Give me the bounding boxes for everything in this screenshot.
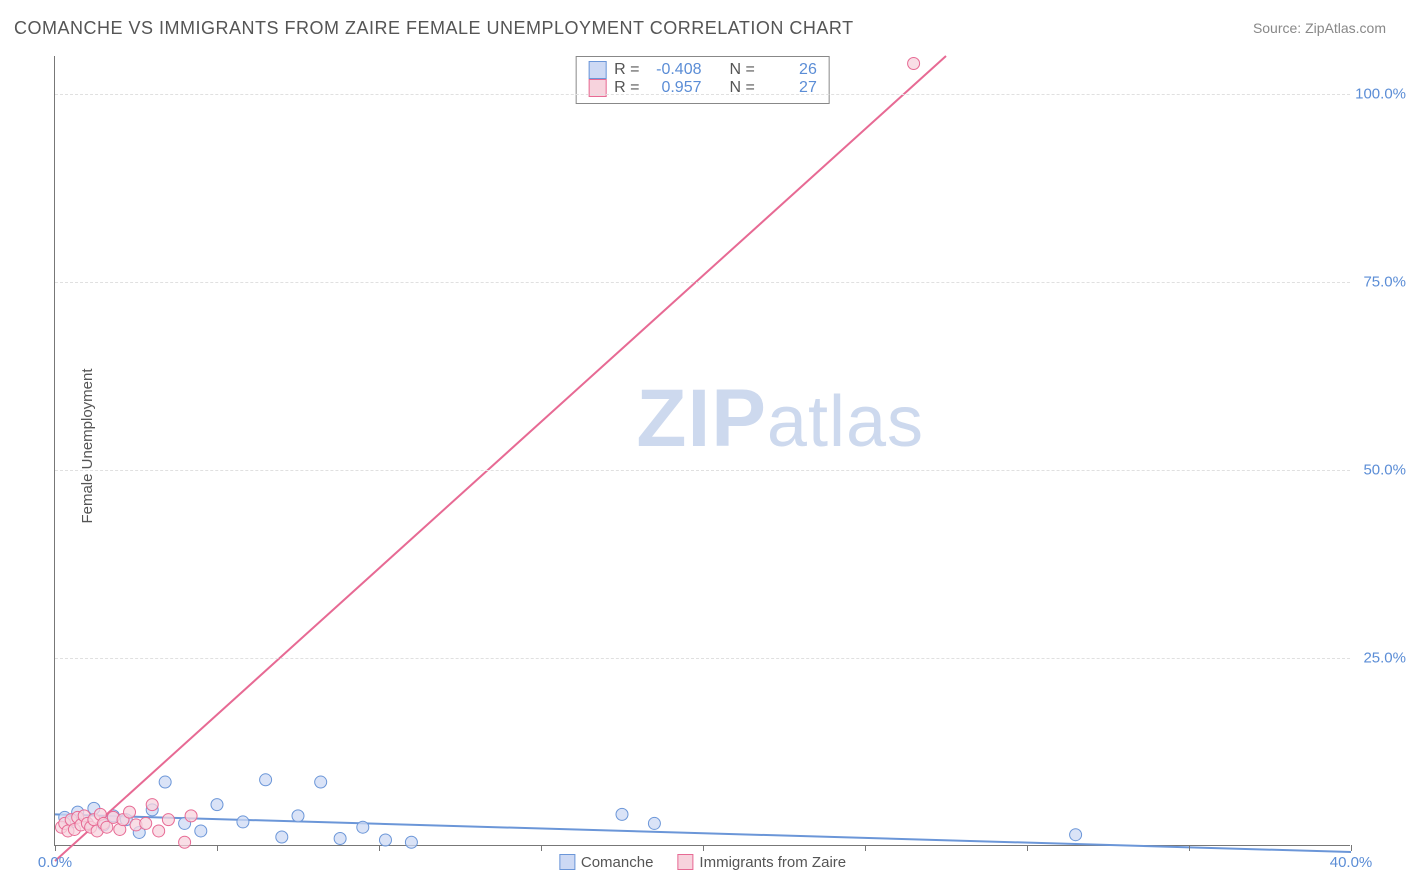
data-point	[195, 825, 207, 837]
source-attribution: Source: ZipAtlas.com	[1253, 20, 1386, 36]
chart-title: COMANCHE VS IMMIGRANTS FROM ZAIRE FEMALE…	[14, 18, 854, 39]
x-tick	[865, 845, 866, 851]
data-point	[140, 817, 152, 829]
gridline-h	[55, 658, 1350, 659]
y-tick-label: 75.0%	[1354, 273, 1406, 290]
regression-line	[55, 56, 946, 861]
data-point	[908, 58, 920, 70]
data-point	[237, 816, 249, 828]
data-point	[315, 776, 327, 788]
data-point	[379, 834, 391, 846]
x-tick-label: 40.0%	[1330, 854, 1373, 871]
x-tick	[55, 845, 56, 851]
legend-item-comanche: Comanche	[559, 854, 654, 871]
data-point	[179, 836, 191, 848]
x-tick	[541, 845, 542, 851]
y-tick-label: 25.0%	[1354, 649, 1406, 666]
data-point	[159, 776, 171, 788]
data-point	[185, 810, 197, 822]
data-point	[292, 810, 304, 822]
data-point	[357, 821, 369, 833]
y-tick-label: 50.0%	[1354, 461, 1406, 478]
data-point	[153, 825, 165, 837]
gridline-h	[55, 470, 1350, 471]
x-tick	[1189, 845, 1190, 851]
x-tick	[1027, 845, 1028, 851]
x-tick	[379, 845, 380, 851]
y-tick-label: 100.0%	[1354, 85, 1406, 102]
x-tick	[703, 845, 704, 851]
data-point	[211, 799, 223, 811]
data-point	[1070, 829, 1082, 841]
legend-swatch-comanche	[559, 854, 575, 870]
x-tick-label: 0.0%	[38, 854, 72, 871]
data-point	[146, 799, 158, 811]
legend-item-zaire: Immigrants from Zaire	[677, 854, 846, 871]
chart-svg	[55, 56, 1350, 845]
gridline-h	[55, 94, 1350, 95]
gridline-h	[55, 282, 1350, 283]
plot-area: ZIPatlas R = -0.408 N = 26 R = 0.957 N =…	[54, 56, 1350, 846]
data-point	[124, 806, 136, 818]
data-point	[648, 817, 660, 829]
legend-swatch-zaire	[677, 854, 693, 870]
legend-bottom: Comanche Immigrants from Zaire	[559, 854, 846, 871]
data-point	[616, 808, 628, 820]
data-point	[405, 836, 417, 848]
data-point	[260, 774, 272, 786]
data-point	[276, 831, 288, 843]
data-point	[334, 832, 346, 844]
x-tick	[217, 845, 218, 851]
data-point	[162, 814, 174, 826]
x-tick	[1351, 845, 1352, 851]
